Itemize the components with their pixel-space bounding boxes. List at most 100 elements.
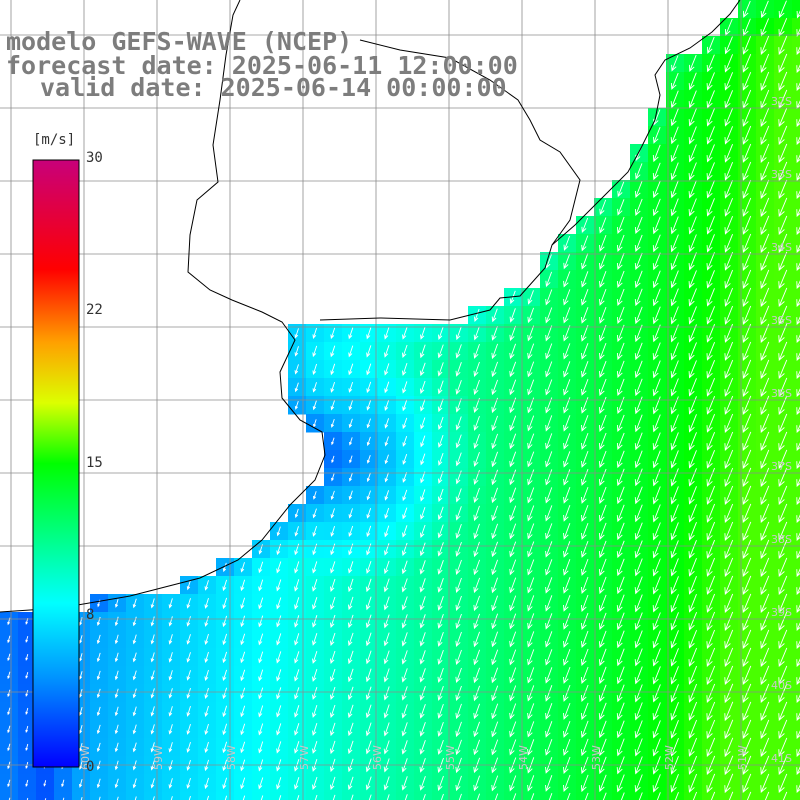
- wind-arrow: [634, 684, 643, 703]
- wind-arrow: [150, 778, 155, 789]
- wind-arrow: [114, 598, 119, 608]
- wind-arrow: [724, 593, 734, 614]
- wind-arrow: [778, 521, 788, 542]
- wind-arrow: [742, 557, 752, 578]
- wind-arrow: [599, 306, 607, 324]
- wind-arrow: [706, 126, 715, 145]
- wind-arrow: [384, 543, 390, 556]
- wind-arrow: [509, 325, 517, 342]
- wind-arrow: [527, 541, 535, 558]
- wind-arrow: [688, 504, 697, 523]
- wind-arrow: [671, 55, 679, 72]
- wind-arrow: [742, 485, 752, 506]
- wind-arrow: [527, 451, 535, 468]
- wind-arrow: [688, 594, 697, 613]
- wind-arrow: [634, 594, 643, 613]
- wind-arrow: [616, 288, 625, 306]
- wind-arrow: [796, 208, 800, 218]
- wind-arrow: [670, 252, 679, 271]
- wind-arrow: [598, 378, 607, 396]
- coastline: [0, 0, 326, 613]
- wind-arrow: [563, 361, 571, 378]
- wind-arrow: [724, 216, 734, 235]
- wind-arrow: [437, 344, 444, 359]
- wind-arrow: [152, 796, 155, 800]
- wind-arrow: [96, 724, 101, 735]
- wind-arrow: [742, 215, 752, 235]
- wind-arrow: [778, 305, 788, 326]
- wind-speed-cell: [180, 792, 199, 800]
- wind-arrow: [276, 633, 282, 646]
- wind-speed-cell: [792, 630, 800, 649]
- wind-arrow: [347, 596, 354, 611]
- wind-arrow: [330, 525, 336, 537]
- wind-arrow: [168, 634, 173, 645]
- wind-arrow: [224, 795, 228, 800]
- wind-arrow: [347, 740, 354, 755]
- wind-arrow: [796, 514, 800, 524]
- forecast-date: forecast date: 2025-06-11 12:00:00: [6, 51, 518, 80]
- wind-arrow: [581, 522, 589, 540]
- wind-arrow: [383, 632, 390, 647]
- wind-arrow: [688, 719, 698, 739]
- wind-arrow: [96, 778, 101, 789]
- wind-arrow: [634, 342, 643, 361]
- wind-arrow: [276, 687, 282, 700]
- wind-arrow: [670, 468, 679, 487]
- wind-arrow: [420, 417, 426, 430]
- wind-arrow: [473, 326, 480, 341]
- wind-arrow: [258, 723, 264, 736]
- wind-arrow: [634, 666, 643, 685]
- wind-arrow: [527, 487, 535, 504]
- wind-arrow: [383, 740, 390, 755]
- wind-arrow: [724, 269, 734, 289]
- wind-arrow: [329, 668, 336, 682]
- wind-arrow: [312, 615, 318, 628]
- wind-speed-cell: [36, 792, 55, 800]
- wind-arrow: [581, 217, 589, 233]
- wind-arrow: [652, 270, 661, 289]
- wind-arrow: [760, 629, 770, 650]
- wind-arrow: [186, 598, 191, 609]
- wind-arrow: [566, 792, 571, 800]
- wind-arrow: [78, 653, 83, 662]
- wind-arrow: [62, 797, 65, 800]
- wind-speed-cell: [792, 792, 800, 800]
- wind-arrow: [222, 723, 228, 736]
- wind-arrow: [706, 665, 716, 685]
- wind-arrow: [366, 363, 372, 376]
- wind-arrow: [760, 701, 770, 722]
- wind-arrow: [616, 738, 625, 757]
- wind-arrow: [491, 451, 499, 468]
- wind-arrow: [96, 742, 101, 753]
- wind-arrow: [724, 629, 734, 650]
- wind-arrow: [688, 683, 698, 703]
- wind-arrow: [796, 784, 800, 794]
- wind-arrow: [491, 433, 499, 450]
- wind-arrow: [258, 615, 264, 628]
- wind-arrow: [706, 647, 716, 667]
- wind-arrow: [204, 777, 210, 790]
- wind-arrow: [598, 450, 607, 468]
- wind-arrow: [240, 597, 246, 610]
- wind-speed-cell: [504, 792, 523, 800]
- wind-arrow: [706, 72, 715, 91]
- wind-arrow: [778, 125, 788, 146]
- wind-arrow: [760, 413, 770, 434]
- wind-arrow: [563, 613, 571, 630]
- wind-arrow: [312, 543, 318, 556]
- wind-arrow: [652, 288, 661, 307]
- wind-arrow: [724, 377, 734, 397]
- wind-arrow: [404, 794, 408, 800]
- wind-arrow: [204, 705, 209, 717]
- wind-arrow: [563, 415, 571, 432]
- wind-arrow: [61, 779, 65, 788]
- wind-speed-cell: [792, 324, 800, 343]
- wind-speed-cell: [306, 792, 325, 800]
- wind-arrow: [634, 738, 643, 757]
- wind-arrow: [114, 634, 119, 645]
- wind-arrow: [222, 633, 228, 646]
- wind-arrow: [473, 595, 481, 612]
- wind-arrow: [706, 450, 716, 469]
- wind-arrow: [7, 671, 11, 680]
